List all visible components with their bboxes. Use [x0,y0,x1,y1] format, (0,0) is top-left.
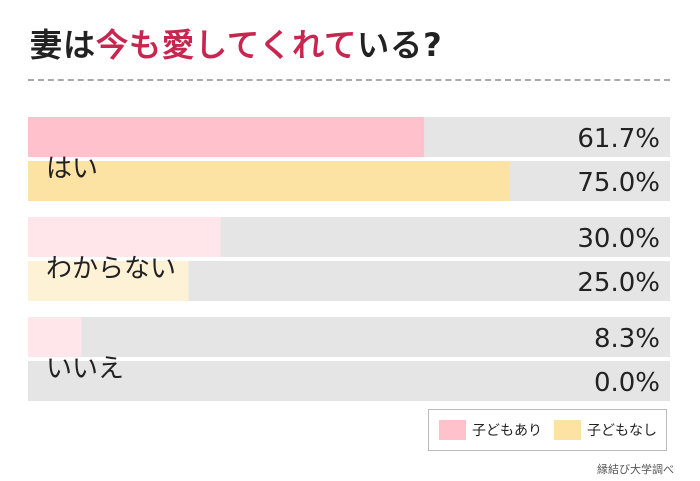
bar-track [28,317,670,357]
category-label: はい [46,154,98,184]
title-prefix: 妻は [30,26,97,64]
bar-value-label: 25.0% [577,268,660,298]
bar [28,261,189,301]
legend-item-without-children: 子どもなし [554,420,657,440]
bar-value-label: 30.0% [577,224,660,254]
category-label: いいえ [46,354,124,384]
bar [28,117,425,157]
legend-label-with-children: 子どもあり [472,423,542,439]
legend-swatch-without-children [554,420,581,440]
title-divider [28,79,670,81]
title-highlight: 今も愛してくれて [96,26,358,64]
bar-track [28,361,670,401]
bar [28,217,221,257]
bar-value-label: 0.0% [594,368,660,398]
legend: 子どもあり 子どもなし [428,409,667,451]
legend-swatch-with-children [439,420,466,440]
legend-item-with-children: 子どもあり [439,420,542,440]
chart-title: 妻は今も愛してくれている? [30,20,443,66]
source-credit: 縁結び大学調べ [597,463,674,476]
bar-value-label: 8.3% [594,324,660,354]
title-suffix: いる? [357,26,443,64]
bar [28,161,510,201]
bar-value-label: 61.7% [577,124,660,154]
bar-value-label: 75.0% [577,168,660,198]
bar [28,317,82,357]
legend-label-without-children: 子どもなし [587,423,657,439]
category-label: わからない [46,254,176,284]
